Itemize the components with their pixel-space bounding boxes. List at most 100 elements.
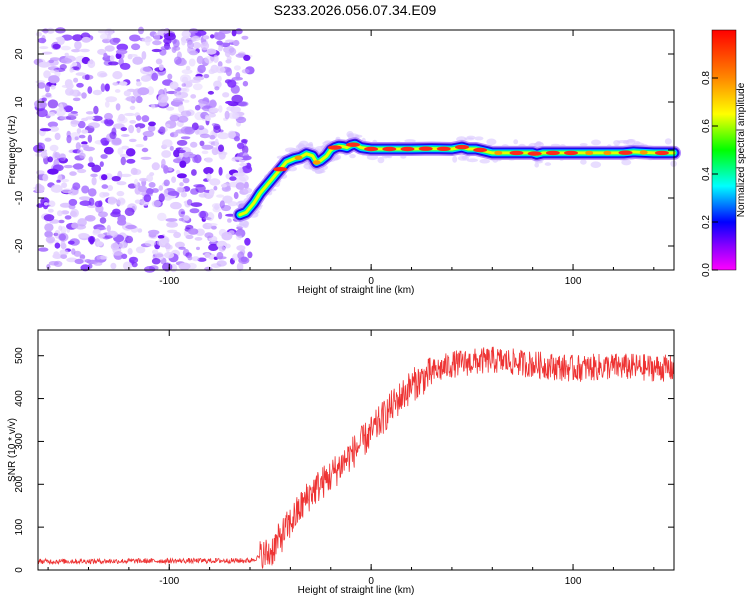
noise-blob bbox=[103, 52, 108, 58]
noise-blob bbox=[44, 84, 50, 93]
noise-blob bbox=[211, 123, 218, 127]
noise-blob bbox=[92, 229, 101, 234]
noise-blob bbox=[60, 210, 70, 215]
noise-blob bbox=[192, 42, 202, 49]
noise-blob bbox=[125, 235, 134, 244]
noise-blob bbox=[48, 200, 56, 208]
noise-blob bbox=[244, 237, 251, 246]
noise-blob bbox=[73, 77, 79, 83]
noise-blob bbox=[178, 246, 186, 250]
noise-blob bbox=[174, 241, 185, 249]
noise-blob bbox=[85, 111, 94, 115]
noise-blob bbox=[176, 173, 187, 179]
noise-blob bbox=[213, 185, 218, 191]
noise-blob bbox=[233, 39, 240, 47]
noise-blob bbox=[218, 245, 226, 252]
noise-blob bbox=[87, 235, 96, 244]
y-tick-label: 20 bbox=[14, 48, 25, 60]
noise-blob bbox=[175, 169, 181, 175]
noise-blob bbox=[104, 112, 113, 121]
noise-blob bbox=[143, 135, 148, 141]
noise-blob bbox=[183, 152, 190, 158]
noise-blob bbox=[164, 242, 171, 250]
noise-blob bbox=[225, 59, 232, 64]
noise-blob bbox=[119, 62, 131, 70]
noise-blob bbox=[57, 36, 65, 45]
noise-blob bbox=[36, 108, 48, 118]
noise-blob bbox=[43, 202, 49, 206]
noise-blob bbox=[196, 246, 200, 251]
noise-blob bbox=[177, 115, 189, 123]
noise-blob bbox=[157, 94, 169, 103]
noise-blob bbox=[116, 190, 125, 197]
noise-blob bbox=[191, 169, 197, 176]
x-tick-label: -100 bbox=[159, 576, 179, 587]
noise-blob bbox=[189, 208, 200, 214]
noise-blob bbox=[107, 196, 117, 205]
noise-blob bbox=[58, 219, 65, 224]
noise-blob bbox=[163, 252, 175, 259]
y-tick-label: 300 bbox=[14, 433, 25, 450]
noise-blob bbox=[99, 33, 110, 40]
noise-blob bbox=[206, 223, 218, 227]
noise-blob bbox=[216, 194, 225, 198]
noise-blob bbox=[99, 217, 107, 224]
noise-blob bbox=[217, 61, 223, 68]
noise-blob bbox=[42, 173, 49, 182]
noise-blob bbox=[75, 72, 87, 76]
noise-blob bbox=[97, 29, 110, 34]
noise-blob bbox=[54, 242, 61, 249]
ridge-peak bbox=[509, 150, 524, 156]
noise-blob bbox=[209, 99, 217, 109]
noise-blob bbox=[190, 94, 197, 99]
noise-blob bbox=[199, 133, 211, 139]
noise-blob bbox=[221, 183, 227, 188]
colorbar-frame bbox=[711, 29, 737, 271]
noise-blob bbox=[216, 251, 224, 260]
x-tick-label: -100 bbox=[159, 276, 179, 287]
noise-blob bbox=[233, 65, 241, 71]
noise-blob bbox=[193, 184, 205, 188]
noise-blob bbox=[69, 171, 77, 176]
noise-blob bbox=[148, 182, 156, 188]
noise-blob bbox=[179, 182, 184, 187]
noise-blob bbox=[91, 176, 97, 186]
noise-blob bbox=[178, 104, 185, 113]
noise-blob bbox=[169, 81, 179, 90]
heatmap-x-label: Height of straight line (km) bbox=[298, 285, 415, 296]
noise-blob bbox=[105, 96, 118, 103]
noise-blob bbox=[227, 130, 236, 139]
noise-blob bbox=[135, 96, 143, 104]
snr-axes: -100 0 100 0 100 200 300 400 500 bbox=[14, 330, 674, 587]
noise-blob bbox=[198, 210, 209, 219]
noise-blob bbox=[191, 256, 200, 262]
noise-blob bbox=[91, 164, 102, 173]
noise-blob bbox=[142, 130, 155, 138]
noise-blob bbox=[106, 224, 111, 233]
noise-blob bbox=[186, 199, 193, 206]
noise-blob bbox=[77, 232, 89, 239]
noise-blob bbox=[55, 107, 66, 117]
noise-blob bbox=[219, 200, 225, 209]
noise-blob bbox=[192, 156, 199, 163]
noise-blob bbox=[236, 262, 244, 272]
noise-blob bbox=[213, 32, 226, 41]
noise-blob bbox=[152, 249, 159, 255]
noise-blob bbox=[183, 99, 190, 103]
noise-blob bbox=[216, 260, 227, 267]
noise-blob bbox=[81, 92, 87, 99]
noise-blob bbox=[218, 211, 223, 220]
noise-blob bbox=[192, 83, 203, 91]
noise-blob bbox=[204, 252, 211, 258]
y-tick-label: 500 bbox=[14, 347, 25, 364]
ridge-halo bbox=[544, 162, 552, 166]
noise-blob bbox=[215, 65, 226, 74]
noise-blob bbox=[120, 156, 127, 166]
noise-blob bbox=[124, 207, 135, 216]
noise-blob bbox=[166, 221, 179, 228]
noise-blob bbox=[211, 225, 217, 230]
noise-blob bbox=[137, 185, 148, 193]
ridge-halo bbox=[634, 140, 641, 145]
noise-blob bbox=[178, 208, 186, 218]
noise-blob bbox=[88, 156, 94, 163]
